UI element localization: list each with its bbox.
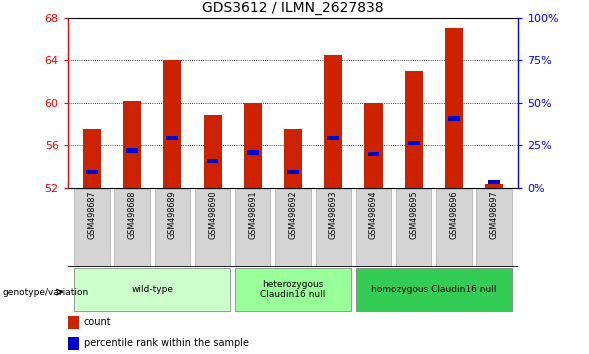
- Bar: [448, 116, 460, 121]
- Bar: [408, 141, 419, 145]
- Bar: [405, 71, 423, 188]
- Text: GSM498689: GSM498689: [168, 191, 177, 239]
- Text: GSM498688: GSM498688: [128, 191, 137, 239]
- Text: GSM498692: GSM498692: [289, 191, 297, 239]
- Text: genotype/variation: genotype/variation: [3, 287, 89, 297]
- Bar: [324, 55, 342, 188]
- Bar: [68, 337, 79, 350]
- Bar: [244, 103, 262, 188]
- Bar: [356, 189, 391, 267]
- Bar: [275, 189, 311, 267]
- Bar: [74, 189, 110, 267]
- Bar: [356, 268, 512, 311]
- Bar: [436, 189, 472, 267]
- Bar: [287, 170, 299, 174]
- Bar: [207, 159, 219, 163]
- Bar: [368, 152, 379, 156]
- Bar: [167, 136, 178, 140]
- Bar: [445, 28, 463, 188]
- Text: GSM498696: GSM498696: [449, 191, 458, 239]
- Bar: [488, 180, 500, 184]
- Text: count: count: [84, 317, 111, 327]
- Bar: [123, 101, 141, 188]
- Text: percentile rank within the sample: percentile rank within the sample: [84, 338, 249, 348]
- Bar: [83, 129, 101, 188]
- Bar: [163, 60, 181, 188]
- Bar: [126, 148, 138, 153]
- Bar: [247, 150, 259, 155]
- Bar: [204, 115, 221, 188]
- Bar: [155, 189, 190, 267]
- Text: GSM498691: GSM498691: [249, 191, 257, 239]
- Bar: [86, 170, 98, 174]
- Text: GSM498693: GSM498693: [329, 191, 337, 239]
- Bar: [477, 189, 512, 267]
- Bar: [396, 189, 431, 267]
- Bar: [365, 103, 382, 188]
- Bar: [195, 189, 230, 267]
- Text: GSM498695: GSM498695: [409, 191, 418, 239]
- Bar: [114, 189, 150, 267]
- Text: GSM498694: GSM498694: [369, 191, 378, 239]
- Bar: [74, 268, 230, 311]
- Text: GSM498697: GSM498697: [489, 191, 499, 239]
- Bar: [284, 129, 302, 188]
- Text: heterozygous
Claudin16 null: heterozygous Claudin16 null: [260, 280, 326, 299]
- Text: GSM498690: GSM498690: [208, 191, 217, 239]
- Bar: [68, 316, 79, 329]
- Text: wild-type: wild-type: [131, 285, 173, 294]
- Text: homozygous Claudin16 null: homozygous Claudin16 null: [371, 285, 497, 294]
- Bar: [235, 189, 270, 267]
- Bar: [327, 136, 339, 140]
- Text: GSM498687: GSM498687: [87, 191, 97, 239]
- Bar: [485, 184, 503, 188]
- Bar: [235, 268, 351, 311]
- Title: GDS3612 / ILMN_2627838: GDS3612 / ILMN_2627838: [202, 1, 384, 15]
- Bar: [316, 189, 351, 267]
